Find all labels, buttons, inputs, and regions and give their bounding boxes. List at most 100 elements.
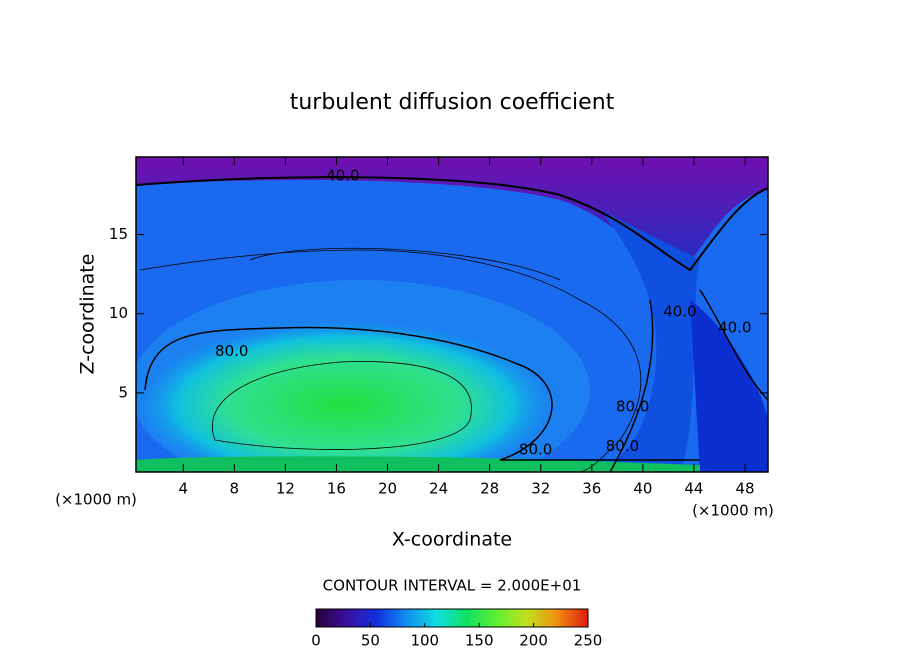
colorbar-cell bbox=[316, 609, 320, 627]
colorbar-cell bbox=[577, 609, 581, 627]
colorbar-cell bbox=[351, 609, 355, 627]
colorbar-cell bbox=[370, 609, 374, 627]
x-tick-label: 8 bbox=[230, 480, 240, 498]
colorbar-cell bbox=[419, 609, 423, 627]
colorbar-cell bbox=[430, 609, 434, 627]
colorbar-cell bbox=[389, 609, 393, 627]
colorbar-cell bbox=[492, 609, 497, 627]
colorbar-cell bbox=[411, 609, 415, 627]
colorbar-cell bbox=[422, 609, 426, 627]
colorbar-cell bbox=[563, 609, 567, 627]
colorbar-cell bbox=[384, 609, 388, 627]
colorbar-cell bbox=[394, 609, 399, 627]
colorbar-cell bbox=[378, 609, 382, 627]
colorbar-cell bbox=[544, 609, 548, 627]
y-tick-label: 5 bbox=[118, 383, 128, 401]
colorbar-cell bbox=[522, 609, 526, 627]
colorbar-cell bbox=[335, 609, 339, 627]
colorbar-cell bbox=[413, 609, 418, 627]
colorbar-cell bbox=[481, 609, 486, 627]
colorbar-cell bbox=[506, 609, 510, 627]
colorbar-cell bbox=[457, 609, 461, 627]
colorbar-cell bbox=[449, 609, 453, 627]
colorbar-cell bbox=[359, 609, 363, 627]
colorbar-frame bbox=[315, 608, 589, 628]
colorbar-cell bbox=[571, 609, 575, 627]
contour-label: 80.0 bbox=[616, 398, 649, 416]
colorbar-cell bbox=[367, 609, 371, 627]
colorbar-cell bbox=[487, 609, 491, 627]
colorbar-cell bbox=[435, 609, 439, 627]
colorbar-cell bbox=[560, 609, 565, 627]
colorbar-cell bbox=[340, 609, 344, 627]
colorbar-cell bbox=[343, 609, 347, 627]
chart-title: turbulent diffusion coefficient bbox=[290, 90, 615, 115]
contour-label: 40.0 bbox=[718, 318, 751, 336]
y-axis-label: Z-coordinate bbox=[77, 254, 99, 375]
colorbar-cell bbox=[533, 609, 537, 627]
colorbar-cell bbox=[432, 609, 437, 627]
x-unit-label: (×1000 m) bbox=[55, 491, 137, 509]
colorbar-cell bbox=[555, 609, 559, 627]
colorbar-cell bbox=[345, 609, 350, 627]
colorbar-cell bbox=[484, 609, 488, 627]
colorbar-cell bbox=[525, 609, 529, 627]
contour-label: 40.0 bbox=[663, 303, 696, 321]
colorbar-cell bbox=[490, 609, 494, 627]
colorbar-cell bbox=[392, 609, 396, 627]
x-tick-label: 36 bbox=[582, 480, 601, 498]
colorbar-cell bbox=[364, 609, 369, 627]
colorbar-cell bbox=[438, 609, 442, 627]
colorbar-cell bbox=[465, 609, 469, 627]
colorbar-cell bbox=[511, 609, 516, 627]
colorbar-cell bbox=[520, 609, 524, 627]
colorbar-cell bbox=[582, 609, 586, 627]
x-tick-label: 24 bbox=[429, 480, 448, 498]
colorbar-cell bbox=[354, 609, 358, 627]
colorbar-cell bbox=[408, 609, 412, 627]
colorbar-cell bbox=[356, 609, 361, 627]
x-tick-label: 40 bbox=[633, 480, 652, 498]
colorbar-cell bbox=[454, 609, 458, 627]
x-tick-label: 4 bbox=[178, 480, 188, 498]
contour-label: 40.0 bbox=[326, 166, 359, 184]
colorbar-cell bbox=[517, 609, 521, 627]
x-tick-label: 44 bbox=[684, 480, 703, 498]
colorbar-cell bbox=[427, 609, 431, 627]
contour-interval: CONTOUR INTERVAL = 2.000E+01 bbox=[323, 577, 582, 595]
colorbar-cell bbox=[476, 609, 480, 627]
colorbar-cell bbox=[329, 609, 333, 627]
colorbar-cell bbox=[579, 609, 584, 627]
y-tick-label: 15 bbox=[109, 225, 128, 243]
contour-label: 80.0 bbox=[215, 342, 248, 360]
x-tick-label: 32 bbox=[531, 480, 550, 498]
x-tick-label: 48 bbox=[735, 480, 754, 498]
colorbar-cell bbox=[460, 609, 464, 627]
contour-lines bbox=[135, 176, 769, 473]
colorbar-tick-label: 150 bbox=[465, 632, 494, 650]
colorbar-cell bbox=[348, 609, 352, 627]
colorbar-cell bbox=[468, 609, 472, 627]
contour-label: 80.0 bbox=[519, 440, 552, 458]
colorbar-cell bbox=[479, 609, 483, 627]
colorbar-cell bbox=[585, 609, 589, 627]
colorbar-cell bbox=[375, 609, 380, 627]
colorbar-cell bbox=[400, 609, 404, 627]
colorbar-cell bbox=[552, 609, 556, 627]
colorbar-cell bbox=[324, 609, 328, 627]
colorbar-cell bbox=[443, 609, 448, 627]
colorbar-tick-label: 200 bbox=[519, 632, 548, 650]
x-tick-label: 20 bbox=[378, 480, 397, 498]
colorbar-cell bbox=[547, 609, 551, 627]
colorbar-cell bbox=[405, 609, 409, 627]
colorbar-cell bbox=[337, 609, 341, 627]
colorbar-cell bbox=[495, 609, 499, 627]
colorbar-cell bbox=[471, 609, 475, 627]
colorbar-tick-label: 0 bbox=[311, 632, 321, 650]
y-tick-label: 10 bbox=[109, 304, 128, 322]
colorbar-cell bbox=[530, 609, 535, 627]
colorbar-cell bbox=[568, 609, 573, 627]
colorbar-tick-label: 250 bbox=[574, 632, 603, 650]
plot-frame bbox=[135, 156, 769, 473]
